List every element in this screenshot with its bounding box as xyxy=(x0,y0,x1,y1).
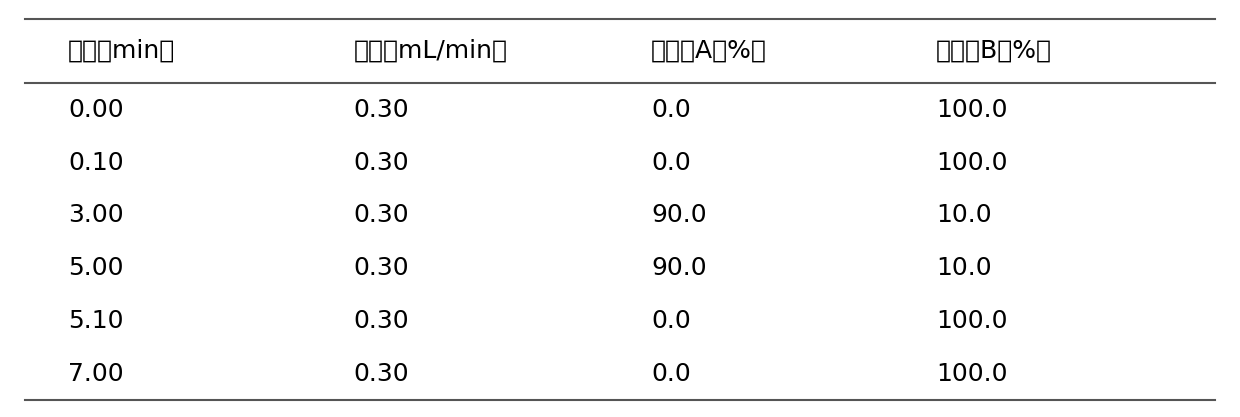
Text: 0.0: 0.0 xyxy=(651,98,691,122)
Text: 0.0: 0.0 xyxy=(651,362,691,386)
Text: 100.0: 100.0 xyxy=(936,309,1008,333)
Text: 流速（mL/min）: 流速（mL/min） xyxy=(353,39,507,63)
Text: 0.0: 0.0 xyxy=(651,309,691,333)
Text: 100.0: 100.0 xyxy=(936,98,1008,122)
Text: 0.30: 0.30 xyxy=(353,362,409,386)
Text: 0.30: 0.30 xyxy=(353,203,409,227)
Text: 10.0: 10.0 xyxy=(936,203,992,227)
Text: 3.00: 3.00 xyxy=(68,203,124,227)
Text: 5.00: 5.00 xyxy=(68,256,124,280)
Text: 100.0: 100.0 xyxy=(936,151,1008,175)
Text: 时间（min）: 时间（min） xyxy=(68,39,175,63)
Text: 0.00: 0.00 xyxy=(68,98,124,122)
Text: 0.10: 0.10 xyxy=(68,151,124,175)
Text: 0.30: 0.30 xyxy=(353,309,409,333)
Text: 7.00: 7.00 xyxy=(68,362,124,386)
Text: 0.30: 0.30 xyxy=(353,98,409,122)
Text: 0.0: 0.0 xyxy=(651,151,691,175)
Text: 90.0: 90.0 xyxy=(651,203,707,227)
Text: 10.0: 10.0 xyxy=(936,256,992,280)
Text: 0.30: 0.30 xyxy=(353,256,409,280)
Text: 0.30: 0.30 xyxy=(353,151,409,175)
Text: 5.10: 5.10 xyxy=(68,309,124,333)
Text: 100.0: 100.0 xyxy=(936,362,1008,386)
Text: 流动相A（%）: 流动相A（%） xyxy=(651,39,766,63)
Text: 90.0: 90.0 xyxy=(651,256,707,280)
Text: 流动相B（%）: 流动相B（%） xyxy=(936,39,1053,63)
